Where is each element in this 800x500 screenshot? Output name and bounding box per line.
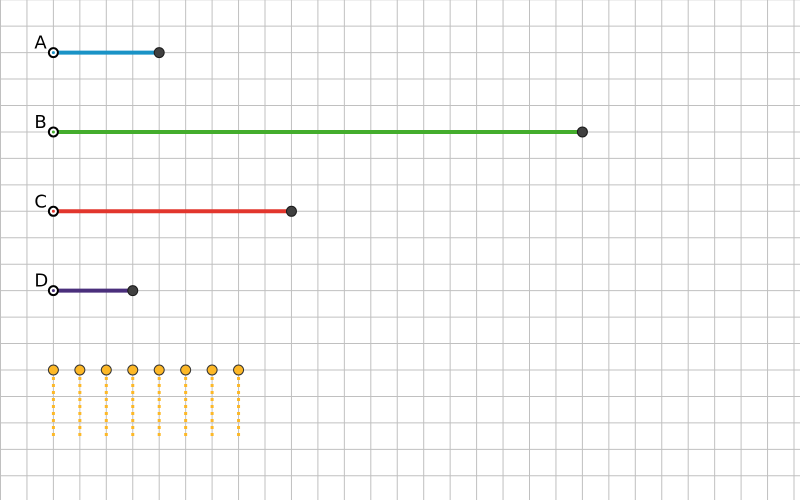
point[interactable]: [100, 364, 112, 376]
dotted-point[interactable]: [153, 364, 165, 437]
dotted-point[interactable]: [74, 364, 86, 437]
segment-a[interactable]: A: [34, 33, 165, 59]
point-label: A: [34, 33, 47, 54]
dotted-point[interactable]: [100, 364, 112, 437]
point[interactable]: [233, 364, 245, 376]
endpoint[interactable]: [576, 126, 588, 138]
point-label: C: [34, 191, 47, 212]
point-label: D: [34, 271, 48, 292]
point[interactable]: [180, 364, 192, 376]
dotted-point[interactable]: [180, 364, 192, 437]
dotted-point[interactable]: [47, 364, 59, 437]
start-point-center: [51, 289, 55, 293]
segment-c[interactable]: C: [34, 191, 297, 217]
segment-d[interactable]: D: [34, 271, 139, 297]
point-label: B: [34, 112, 46, 133]
start-point-center: [51, 209, 55, 213]
dotted-point[interactable]: [233, 364, 245, 437]
endpoint[interactable]: [153, 47, 165, 59]
point[interactable]: [47, 364, 59, 376]
endpoint[interactable]: [127, 285, 139, 297]
segment-b[interactable]: B: [34, 112, 588, 138]
dotted-point[interactable]: [206, 364, 218, 437]
point[interactable]: [74, 364, 86, 376]
endpoint[interactable]: [285, 205, 297, 217]
point[interactable]: [153, 364, 165, 376]
objects: A B C D: [34, 33, 588, 437]
dotted-point[interactable]: [127, 364, 139, 437]
point[interactable]: [206, 364, 218, 376]
point[interactable]: [127, 364, 139, 376]
start-point-center: [51, 51, 55, 55]
start-point-center: [51, 130, 55, 134]
